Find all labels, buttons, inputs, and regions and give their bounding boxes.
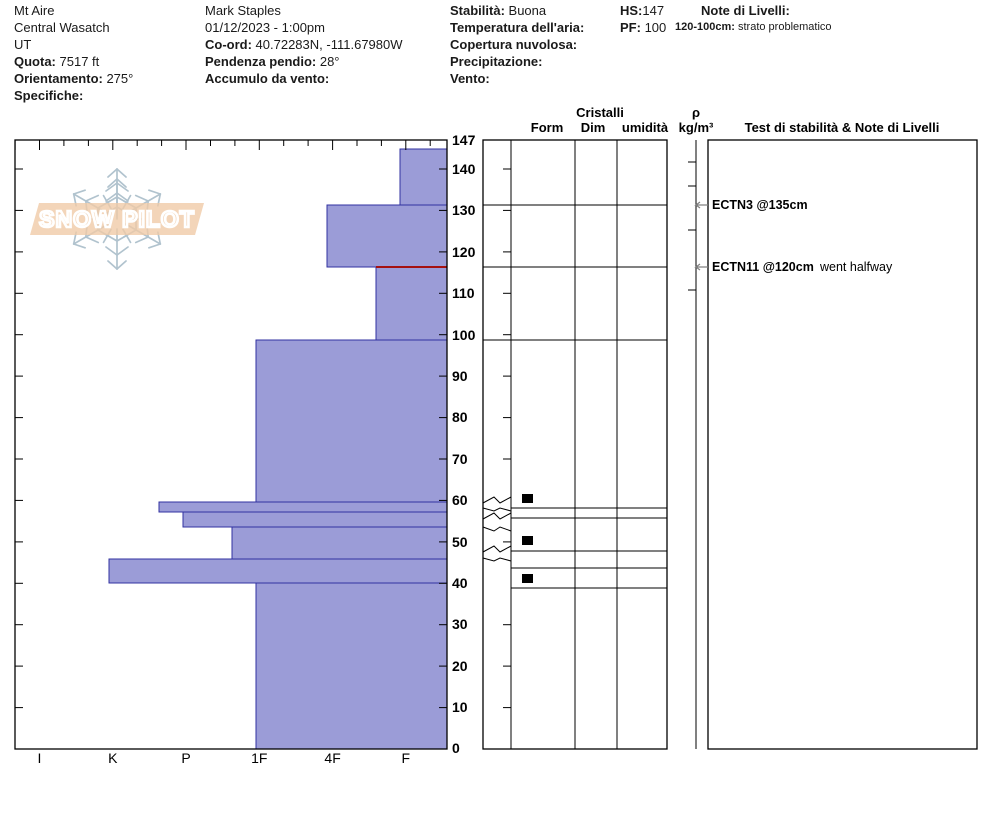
svg-text:P: P — [181, 750, 190, 766]
svg-text:110: 110 — [452, 285, 475, 301]
svg-text:140: 140 — [452, 161, 476, 177]
svg-text:Cristalli: Cristalli — [576, 105, 624, 120]
svg-text:Test di stabilità & Note di Li: Test di stabilità & Note di Livelli — [745, 120, 940, 135]
svg-text:Form: Form — [531, 120, 564, 135]
svg-text:120: 120 — [452, 244, 476, 260]
svg-text:100: 100 — [452, 327, 476, 343]
svg-text:1F: 1F — [251, 750, 267, 766]
svg-text:4F: 4F — [324, 750, 340, 766]
svg-text:80: 80 — [452, 409, 468, 425]
svg-text:SNOW PILOT: SNOW PILOT — [39, 206, 195, 232]
svg-text:50: 50 — [452, 534, 468, 550]
svg-text:30: 30 — [452, 616, 468, 632]
svg-text:20: 20 — [452, 658, 468, 674]
svg-text:kg/m³: kg/m³ — [679, 120, 714, 135]
svg-text:10: 10 — [452, 699, 468, 715]
svg-text:70: 70 — [452, 451, 468, 467]
svg-text:0: 0 — [452, 740, 460, 756]
svg-text:umidità: umidità — [622, 120, 669, 135]
svg-text:130: 130 — [452, 202, 476, 218]
svg-text:went halfway: went halfway — [819, 260, 893, 274]
svg-text:60: 60 — [452, 492, 468, 508]
svg-text:90: 90 — [452, 368, 468, 384]
svg-text:Dim: Dim — [581, 120, 606, 135]
svg-text:40: 40 — [452, 575, 468, 591]
svg-text:ECTN3 @135cm: ECTN3 @135cm — [712, 198, 808, 212]
svg-text:ECTN11 @120cm: ECTN11 @120cm — [712, 260, 814, 274]
svg-text:147: 147 — [452, 132, 476, 148]
svg-text:K: K — [108, 750, 118, 766]
svg-text:F: F — [402, 750, 411, 766]
svg-text:ρ: ρ — [692, 105, 700, 120]
svg-text:I: I — [38, 750, 42, 766]
